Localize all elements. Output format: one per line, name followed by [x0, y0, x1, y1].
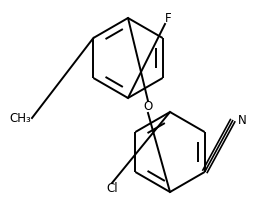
- Text: CH₃: CH₃: [9, 112, 31, 125]
- Text: F: F: [165, 12, 171, 25]
- Text: Cl: Cl: [106, 181, 118, 194]
- Text: O: O: [143, 100, 153, 113]
- Text: N: N: [238, 113, 247, 127]
